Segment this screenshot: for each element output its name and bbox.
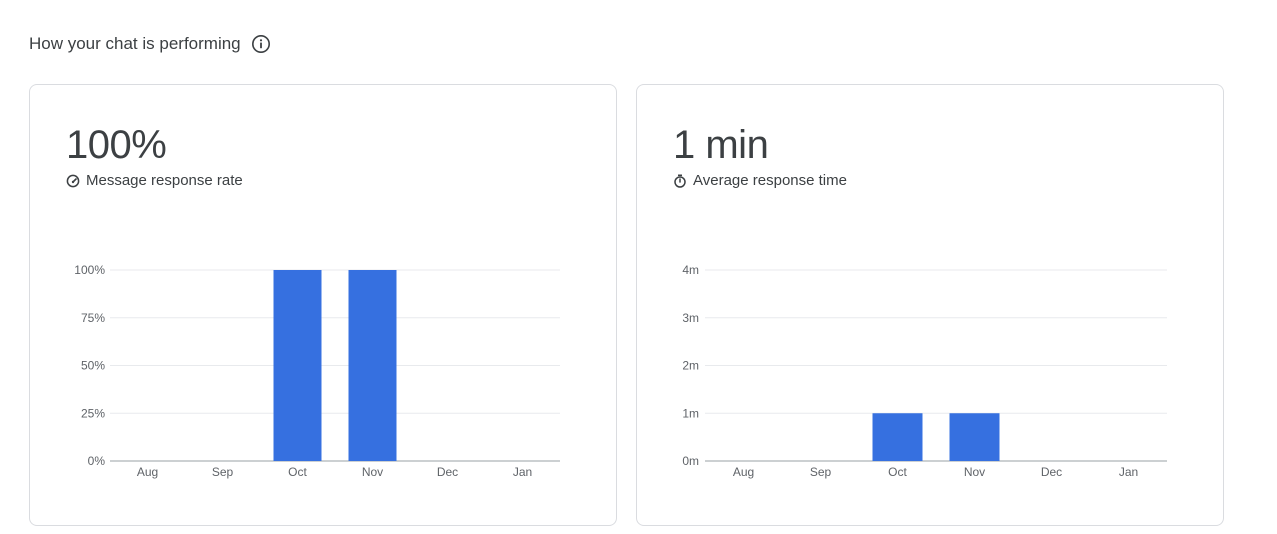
y-tick-label: 3m xyxy=(682,311,699,325)
response-time-card: 1 min Average response time 0m 1m 2m 3m 4m Au… xyxy=(636,84,1224,526)
info-icon[interactable] xyxy=(251,34,271,54)
section-title: How your chat is performing xyxy=(29,34,241,53)
y-tick-label: 2m xyxy=(682,359,699,373)
x-tick-label: Sep xyxy=(810,465,832,479)
response-rate-chart: 0% 25% 50% 75% 100% Aug Sep Oct Nov Dec Jan xyxy=(74,263,560,479)
response-rate-value: 100% xyxy=(66,123,167,167)
x-tick-label: Aug xyxy=(137,465,158,479)
response-time-label-row: Average response time xyxy=(673,172,847,189)
y-tick-label: 0% xyxy=(88,454,106,468)
x-tick-label: Dec xyxy=(1041,465,1062,479)
bar-nov xyxy=(949,413,1000,461)
bar-oct xyxy=(273,270,322,461)
stopwatch-icon xyxy=(673,174,687,188)
response-rate-label: Message response rate xyxy=(86,172,243,189)
y-tick-label: 75% xyxy=(81,311,105,325)
response-time-label: Average response time xyxy=(693,172,847,189)
y-tick-label: 100% xyxy=(74,263,105,277)
y-tick-label: 1m xyxy=(682,406,699,420)
x-tick-label: Jan xyxy=(513,465,532,479)
response-rate-label-row: Message response rate xyxy=(66,172,243,189)
y-tick-label: 25% xyxy=(81,406,105,420)
x-tick-label: Oct xyxy=(888,465,907,479)
x-tick-label: Nov xyxy=(964,465,985,479)
response-time-value: 1 min xyxy=(673,123,769,167)
x-tick-label: Dec xyxy=(437,465,458,479)
bar-oct xyxy=(872,413,923,461)
x-tick-label: Nov xyxy=(362,465,383,479)
x-tick-label: Oct xyxy=(288,465,307,479)
speed-gauge-icon xyxy=(66,174,80,188)
response-rate-card: 100% Message response rate 0% 25% 50% 75% 10… xyxy=(29,84,617,526)
bar-nov xyxy=(348,270,397,461)
y-tick-label: 4m xyxy=(682,263,699,277)
x-tick-label: Aug xyxy=(733,465,754,479)
section-heading: How your chat is performing xyxy=(29,32,271,56)
response-time-chart: 0m 1m 2m 3m 4m Aug Sep Oct Nov Dec Jan xyxy=(682,263,1167,479)
y-tick-label: 50% xyxy=(81,359,105,373)
x-tick-label: Sep xyxy=(212,465,234,479)
x-tick-label: Jan xyxy=(1119,465,1138,479)
y-tick-label: 0m xyxy=(682,454,699,468)
